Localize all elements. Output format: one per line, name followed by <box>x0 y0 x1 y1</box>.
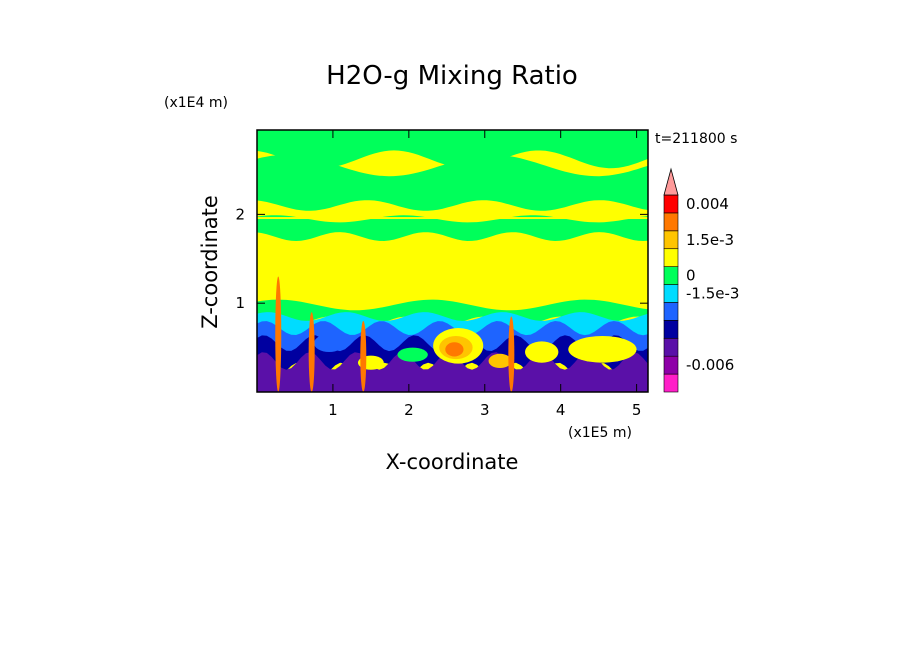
y-tick-label: 2 <box>235 205 245 223</box>
thin-yellow-line <box>257 217 648 220</box>
x-tick-label: 4 <box>556 401 566 419</box>
colorbar-tick-label: -1.5e-3 <box>686 285 739 303</box>
contour-blob <box>568 336 637 363</box>
contour-blob <box>445 342 464 357</box>
band-top-green <box>257 130 648 169</box>
contour-blob <box>525 341 559 363</box>
colorbar-tick-label: -0.006 <box>686 356 734 374</box>
colorbar-swatch <box>663 212 679 232</box>
colorbar <box>663 167 679 393</box>
colorbar-swatch <box>663 373 679 393</box>
vertical-plume <box>275 276 282 392</box>
chart-title: H2O-g Mixing Ratio <box>326 61 578 91</box>
colorbar-swatch <box>663 337 679 357</box>
x-axis-title: X-coordinate <box>386 450 519 474</box>
contour-layers <box>257 130 648 392</box>
y-axis-ticks: 12 <box>235 205 648 312</box>
time-label: t=211800 s <box>655 131 737 147</box>
plot-frame <box>256 129 649 393</box>
colorbar-swatch <box>663 194 679 214</box>
colorbar-arrow <box>663 167 679 196</box>
colorbar-swatch <box>663 320 679 339</box>
y-unit-label: (x1E4 m) <box>164 95 228 111</box>
colorbar-labels: -0.006 -1.5e-30 1.5e-3 0.004 <box>686 195 739 374</box>
band-purple <box>257 352 648 392</box>
band-mid-green <box>257 215 648 241</box>
contour-blob <box>313 334 345 353</box>
vertical-plume <box>360 320 367 392</box>
contour-plot-area <box>256 129 649 393</box>
thin-yellow-line <box>257 211 648 215</box>
x-axis-ticks: 1 2 3 4 5 <box>328 130 641 419</box>
vertical-plume <box>308 312 315 392</box>
x-unit-label: (x1E5 m) <box>568 425 632 441</box>
x-tick-label: 2 <box>404 401 414 419</box>
colorbar-tick-label: 0.004 <box>686 195 729 213</box>
x-tick-label: 3 <box>480 401 490 419</box>
colorbar-swatch <box>663 355 679 375</box>
x-tick-label: 1 <box>328 401 338 419</box>
colorbar-swatch <box>663 230 679 250</box>
y-tick-label: 1 <box>235 294 245 312</box>
y-axis-title: Z-coordinate <box>198 195 222 329</box>
colorbar-tick-label: 1.5e-3 <box>686 231 734 249</box>
colorbar-swatch <box>663 302 679 321</box>
vertical-plume <box>508 316 515 392</box>
colorbar-swatch <box>663 248 679 267</box>
colorbar-tick-label: 0 <box>686 267 696 285</box>
contour-blob <box>397 347 428 362</box>
contour-blob <box>488 353 512 369</box>
band-upper-green <box>257 154 648 211</box>
colorbar-swatch <box>663 266 679 285</box>
x-tick-label: 5 <box>632 401 642 419</box>
colorbar-swatch <box>663 284 679 303</box>
